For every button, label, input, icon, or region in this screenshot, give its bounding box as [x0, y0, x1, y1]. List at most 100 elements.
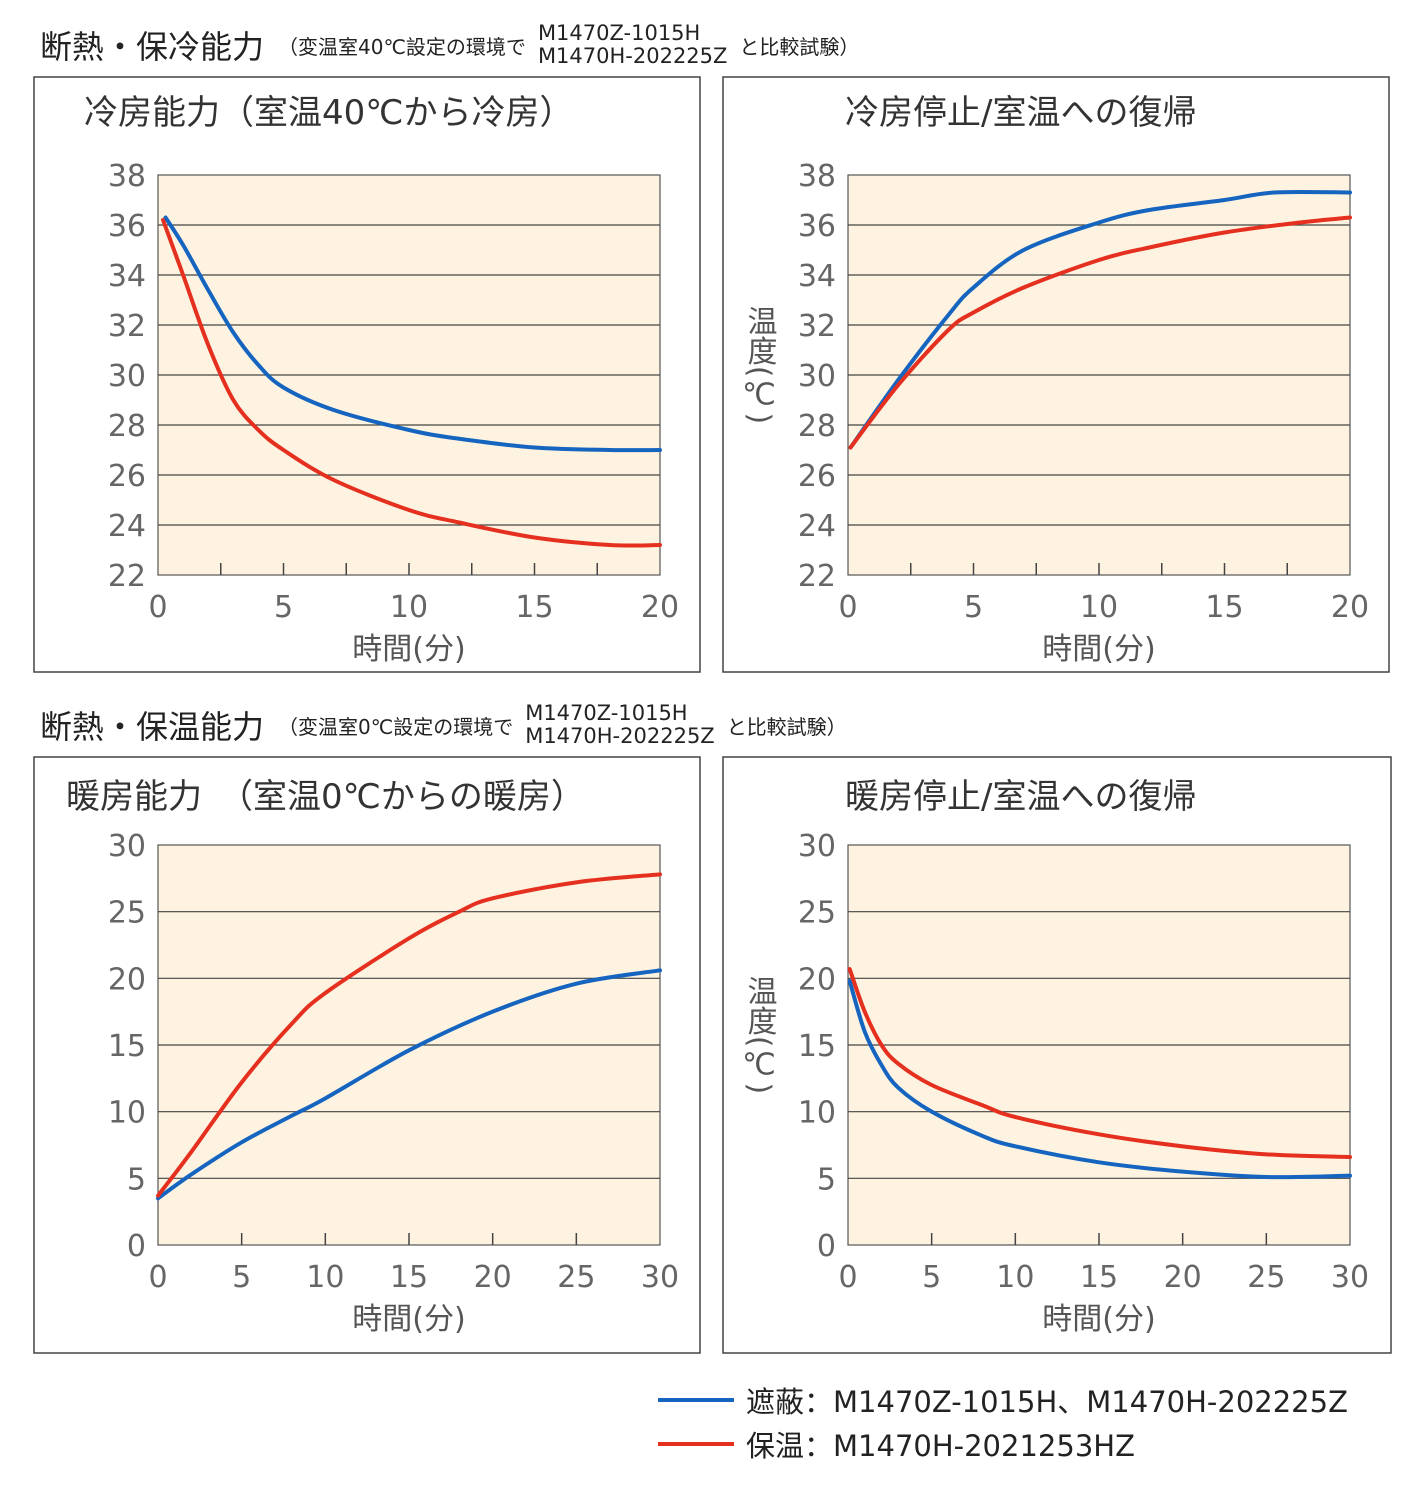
model-name: M1470Z-1015H: [525, 701, 688, 725]
legend: 遮蔽 ：M1470Z-1015H、M1470H-202225Z 保温 ：M147…: [658, 1378, 1348, 1466]
y-tick-label: 20: [108, 962, 146, 997]
y-tick-label: 24: [798, 509, 836, 544]
y-tick-label: 10: [798, 1096, 836, 1131]
section-condition: （変温室40℃設定の環境で: [278, 34, 526, 59]
chart-title: 暖房停止/室温への復帰: [845, 777, 1196, 817]
x-tick-label: 10: [1080, 590, 1118, 625]
x-tick-label: 30: [641, 1260, 679, 1295]
y-tick-label: 36: [108, 209, 146, 244]
y-axis-label: 温度(℃): [742, 976, 777, 1094]
x-tick-label: 5: [274, 590, 293, 625]
section-tail: と比較試験）: [739, 34, 860, 59]
y-tick-label: 25: [108, 896, 146, 931]
x-tick-label: 5: [922, 1260, 941, 1295]
x-tick-label: 5: [232, 1260, 251, 1295]
y-tick-label: 0: [127, 1229, 146, 1264]
x-tick-label: 5: [964, 590, 983, 625]
legend-item-insulated: 保温 ：M1470H-2021253HZ: [658, 1422, 1348, 1466]
series-line-shield: [163, 215, 662, 453]
chart-title: 暖房能力 （室温0℃からの暖房）: [66, 777, 585, 817]
section-condition: （変温室0℃設定の環境で: [278, 714, 514, 739]
x-tick-label: 10: [390, 590, 428, 625]
series-line-insulated: [847, 967, 1352, 1159]
section-tail: と比較試験）: [726, 714, 847, 739]
x-tick-label: 0: [838, 1260, 857, 1295]
x-tick-label: 20: [641, 590, 679, 625]
x-tick-label: 25: [557, 1260, 595, 1295]
x-axis-label: 時間(分): [1042, 632, 1155, 667]
y-tick-label: 22: [798, 559, 836, 594]
chart-4: 暖房停止/室温への復帰 0 5 10 15 20 25 30 0 5 10 15 20 25 30 時間(分)…: [722, 756, 1392, 1354]
y-tick-label: 5: [127, 1162, 146, 1197]
y-tick-label: 34: [798, 259, 836, 294]
y-tick-label: 15: [798, 1029, 836, 1064]
section-models: M1470Z-1015H M1470H-202225Z: [538, 22, 727, 68]
legend-models: ：M1470H-2021253HZ: [804, 1429, 1135, 1463]
section-models: M1470Z-1015H M1470H-202225Z: [525, 702, 714, 748]
y-tick-label: 34: [108, 259, 146, 294]
x-tick-label: 0: [148, 590, 167, 625]
model-name: M1470H-202225Z: [537, 44, 728, 68]
y-tick-label: 30: [108, 359, 146, 394]
x-tick-label: 15: [1205, 590, 1243, 625]
section-header-cooling: 断熱・保冷能力 （変温室40℃設定の環境で M1470Z-1015H M1470…: [40, 22, 859, 68]
x-axis-label: 時間(分): [352, 632, 465, 667]
y-tick-label: 26: [798, 459, 836, 494]
y-tick-label: 28: [798, 409, 836, 444]
x-tick-label: 0: [148, 1260, 167, 1295]
y-tick-label: 5: [817, 1162, 836, 1197]
x-tick-label: 20: [1164, 1260, 1202, 1295]
y-tick-label: 30: [798, 829, 836, 864]
series-line-insulated: [156, 872, 662, 1198]
series-line-shield: [847, 979, 1352, 1180]
x-axis-label: 時間(分): [352, 1302, 465, 1337]
series-line-insulated: [161, 218, 662, 548]
section-title: 断熱・保温能力: [40, 708, 265, 746]
legend-swatch-red: [658, 1442, 734, 1446]
x-tick-label: 0: [838, 590, 857, 625]
y-tick-label: 25: [798, 896, 836, 931]
legend-label: 遮蔽: [746, 1385, 805, 1419]
y-tick-label: 22: [108, 559, 146, 594]
section-title: 断熱・保冷能力: [40, 28, 265, 66]
x-tick-label: 10: [306, 1260, 344, 1295]
y-tick-label: 38: [108, 159, 146, 194]
y-tick-label: 28: [108, 409, 146, 444]
y-tick-label: 20: [798, 962, 836, 997]
x-tick-label: 15: [1080, 1260, 1118, 1295]
y-tick-label: 32: [798, 309, 836, 344]
chart-title: 冷房能力（室温40℃から冷房）: [84, 93, 573, 133]
y-tick-label: 15: [108, 1029, 146, 1064]
y-tick-label: 26: [108, 459, 146, 494]
y-tick-label: 38: [798, 159, 836, 194]
legend-label: 保温: [746, 1429, 805, 1463]
legend-models: ：M1470Z-1015H、M1470H-202225Z: [804, 1385, 1348, 1419]
x-tick-label: 25: [1247, 1260, 1285, 1295]
legend-item-shield: 遮蔽 ：M1470Z-1015H、M1470H-202225Z: [658, 1378, 1348, 1422]
y-tick-label: 30: [108, 829, 146, 864]
section-header-heating: 断熱・保温能力 （変温室0℃設定の環境で M1470Z-1015H M1470H…: [40, 702, 847, 748]
series-line-shield: [156, 968, 662, 1201]
x-tick-label: 10: [996, 1260, 1034, 1295]
chart-3: 暖房能力 （室温0℃からの暖房） 0 5 10 15 20 25 30 0 5 10 15 20 25 30…: [33, 756, 701, 1354]
chart-2: 冷房停止/室温への復帰 22 24 26 28 30 32 34 36 38 0 5 10 15 20 時間(…: [722, 76, 1390, 673]
x-tick-label: 20: [474, 1260, 512, 1295]
y-tick-label: 24: [108, 509, 146, 544]
x-tick-label: 30: [1331, 1260, 1369, 1295]
model-name: M1470Z-1015H: [537, 21, 701, 45]
series-line-shield: [848, 189, 1352, 450]
y-axis-label: 温度(℃): [742, 306, 777, 424]
y-tick-label: 10: [108, 1096, 146, 1131]
chart-title: 冷房停止/室温への復帰: [845, 93, 1196, 133]
x-tick-label: 15: [515, 590, 553, 625]
x-tick-label: 20: [1331, 590, 1369, 625]
y-tick-label: 0: [817, 1229, 836, 1264]
chart-1: 冷房能力（室温40℃から冷房） 22 24 26 28 30 32 34 36 38 0 5 10 15 2…: [33, 76, 701, 673]
y-tick-label: 32: [108, 309, 146, 344]
y-tick-label: 30: [798, 359, 836, 394]
model-name: M1470H-202225Z: [525, 724, 715, 748]
x-axis-label: 時間(分): [1042, 1302, 1155, 1337]
x-tick-label: 15: [390, 1260, 428, 1295]
